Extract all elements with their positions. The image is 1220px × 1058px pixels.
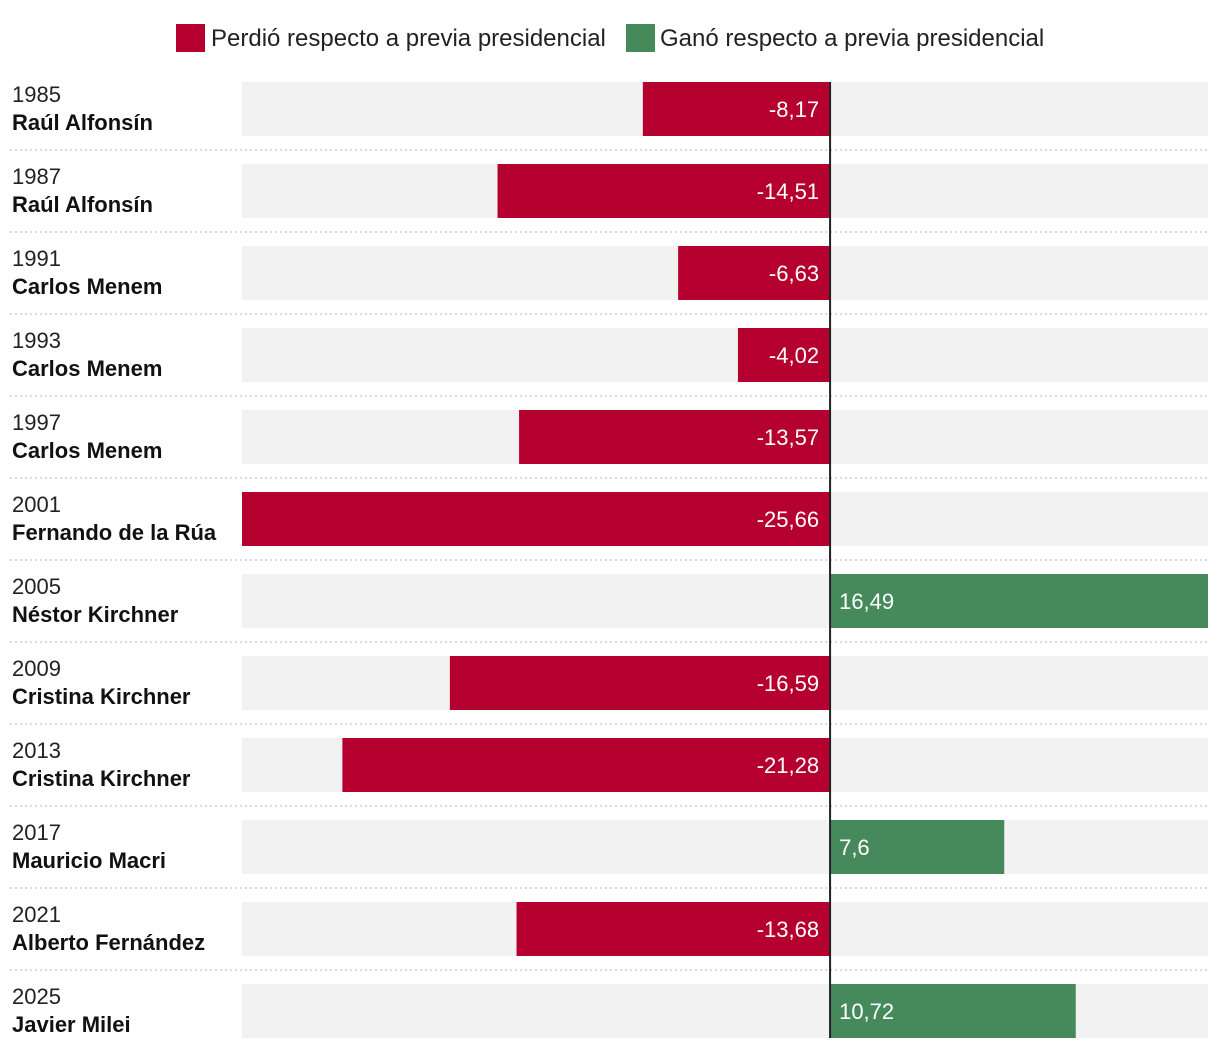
president-label-1993: Carlos Menem: [12, 356, 162, 381]
year-label-2021: 2021: [12, 902, 61, 927]
year-label-1985: 1985: [12, 82, 61, 107]
value-label-2005: 16,49: [839, 589, 894, 614]
chart-row: -6,63 1991 Carlos Menem: [10, 246, 1208, 315]
chart-row: 7,6 2017 Mauricio Macri: [10, 820, 1208, 889]
president-label-2009: Cristina Kirchner: [12, 684, 191, 709]
value-label-2013: -21,28: [757, 753, 819, 778]
chart-row: -14,51 1987 Raúl Alfonsín: [10, 164, 1208, 233]
chart-row: -4,02 1993 Carlos Menem: [10, 328, 1208, 397]
bar-1985: [642, 82, 831, 136]
year-label-2009: 2009: [12, 656, 61, 681]
chart-row: -8,17 1985 Raúl Alfonsín: [10, 82, 1208, 151]
value-label-2001: -25,66: [757, 507, 819, 532]
chart-row: -13,57 1997 Carlos Menem: [10, 410, 1208, 479]
year-label-2025: 2025: [12, 984, 61, 1009]
president-label-2001: Fernando de la Rúa: [12, 520, 217, 545]
president-label-2013: Cristina Kirchner: [12, 766, 191, 791]
value-label-1997: -13,57: [757, 425, 819, 450]
value-label-2009: -16,59: [757, 671, 819, 696]
chart-rows: -8,17 1985 Raúl Alfonsín -14,51 1987 Raúl Alf…: [10, 82, 1208, 1038]
president-label-2021: Alberto Fernández: [12, 930, 205, 955]
row-background: [242, 328, 1208, 382]
bar-2009: [449, 656, 831, 710]
value-label-1985: -8,17: [769, 97, 819, 122]
chart-row: 10,72 2025 Javier Milei: [12, 984, 1208, 1038]
bar-2001: [242, 492, 831, 546]
bar-1987: [497, 164, 831, 218]
president-label-1997: Carlos Menem: [12, 438, 162, 463]
president-label-1991: Carlos Menem: [12, 274, 162, 299]
chart-row: -21,28 2013 Cristina Kirchner: [10, 738, 1208, 807]
chart-row: -16,59 2009 Cristina Kirchner: [10, 656, 1208, 725]
president-label-2025: Javier Milei: [12, 1012, 131, 1037]
year-label-2001: 2001: [12, 492, 61, 517]
value-label-2017: 7,6: [839, 835, 870, 860]
year-label-2013: 2013: [12, 738, 61, 763]
bar-2025: [830, 984, 1076, 1038]
bar-2017: [830, 820, 1005, 874]
year-label-1997: 1997: [12, 410, 61, 435]
president-label-1987: Raúl Alfonsín: [12, 192, 153, 217]
bar-2005: [830, 574, 1208, 628]
value-label-1987: -14,51: [757, 179, 819, 204]
legend-label-gained: Ganó respecto a previa presidencial: [660, 25, 1044, 52]
chart-row: 16,49 2005 Néstor Kirchner: [10, 574, 1208, 643]
bar-1991: [678, 246, 831, 300]
president-label-1985: Raúl Alfonsín: [12, 110, 153, 135]
value-label-2021: -13,68: [757, 917, 819, 942]
year-label-1987: 1987: [12, 164, 61, 189]
year-label-2017: 2017: [12, 820, 61, 845]
legend-swatch-gained: [626, 24, 655, 52]
row-background: [242, 820, 1208, 874]
bar-2013: [342, 738, 831, 792]
legend: Perdió respecto a previa presidencial Gan…: [176, 24, 1044, 52]
year-label-2005: 2005: [12, 574, 61, 599]
chart-row: -25,66 2001 Fernando de la Rúa: [10, 492, 1208, 561]
bar-1993: [737, 328, 831, 382]
legend-label-lost: Perdió respecto a previa presidencial: [211, 25, 606, 52]
year-label-1993: 1993: [12, 328, 61, 353]
president-label-2017: Mauricio Macri: [12, 848, 166, 873]
value-label-2025: 10,72: [839, 999, 894, 1024]
bar-1997: [519, 410, 831, 464]
value-label-1993: -4,02: [769, 343, 819, 368]
president-label-2005: Néstor Kirchner: [12, 602, 179, 627]
value-label-1991: -6,63: [769, 261, 819, 286]
bar-2021: [516, 902, 831, 956]
year-label-1991: 1991: [12, 246, 61, 271]
legend-swatch-lost: [176, 24, 205, 52]
chart-row: -13,68 2021 Alberto Fernández: [10, 902, 1208, 971]
